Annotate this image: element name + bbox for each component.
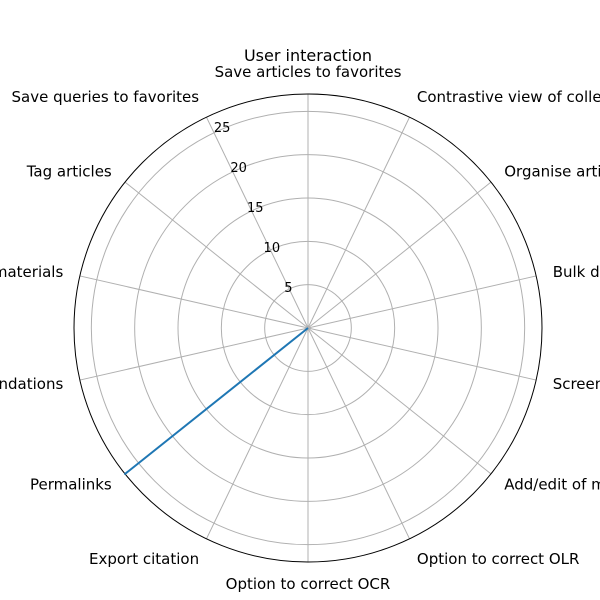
series-line-1 [124,327,309,475]
grid-spoke [79,275,309,329]
radial-tick-label: 10 [264,241,281,256]
grid-spoke [307,181,492,329]
category-label: Add/edit of metadata [504,476,600,494]
grid-spoke [307,116,410,329]
radar-series [124,327,309,475]
category-label: Export citation [89,550,199,568]
grid-spoke [307,327,537,381]
radial-tick-label: 25 [214,121,231,136]
category-label: Screenshot tool [553,375,600,393]
grid-spoke [307,275,537,329]
category-label: Bulk download [553,263,600,281]
radial-tick-label: 15 [247,201,264,216]
radial-tick-labels: 5 10 15 20 25 [214,121,293,296]
category-label: Track of viewed materials [0,263,63,281]
grid-spoke [307,327,410,540]
category-labels: Save articles to favorites Contrastive vi… [0,63,600,593]
grid-spoke [307,327,492,475]
category-label: Option to correct OCR [226,575,391,593]
category-label: Contrastive view of collections [417,88,600,106]
category-label: Option to correct OLR [417,550,580,568]
radar-grid [73,93,543,563]
category-label: Save queries to favorites [11,88,199,106]
category-label: Organise articles in collections [504,163,600,181]
radial-tick-label: 20 [230,161,247,176]
category-label: Tag articles [26,163,112,181]
grid-spoke [206,327,309,540]
grid-spoke [206,116,309,329]
grid-spoke [124,181,309,329]
radial-tick-label: 5 [284,281,292,296]
grid-spoke [79,327,309,381]
category-label: Save articles to favorites [215,63,402,81]
polar-frame [73,93,543,563]
category-label: Save recommendations [0,375,63,393]
category-label: Permalinks [30,476,112,494]
chart-title: User interaction [244,46,372,65]
